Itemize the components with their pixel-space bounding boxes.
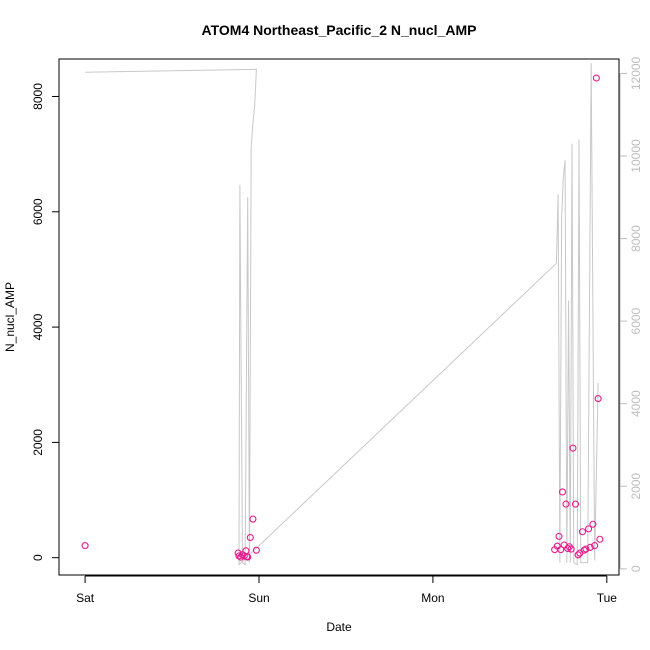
data-point-14 (555, 532, 563, 540)
series-line (85, 63, 599, 566)
data-point-24 (574, 551, 582, 559)
y-right-tick-label-6: 12000 (629, 56, 643, 90)
data-point-9 (246, 533, 254, 542)
y-left-tick-label-2: 4000 (31, 313, 45, 340)
data-point-19 (564, 544, 572, 553)
y-right-tick-label-3: 6000 (629, 307, 643, 334)
x-tick-label-0: Sat (76, 591, 95, 605)
data-point-15 (557, 546, 565, 554)
y-axis-label: N_nucl_AMP (3, 282, 17, 352)
y-right-tick-label-5: 10000 (629, 139, 643, 173)
data-point-16 (558, 488, 567, 496)
y-right-tick-label-0: 0 (629, 565, 643, 572)
data-point-35 (596, 535, 604, 543)
data-point-10 (249, 515, 257, 523)
data-point-30 (586, 543, 594, 551)
y-left-tick-label-3: 6000 (31, 198, 45, 225)
data-point-29 (585, 525, 593, 533)
data-point-32 (591, 542, 599, 550)
data-point-21 (567, 545, 575, 553)
x-axis-label: Date (326, 620, 352, 634)
data-point-33 (592, 74, 600, 82)
y-left-tick-label-4: 8000 (31, 83, 45, 110)
y-left-tick-label-1: 2000 (31, 429, 45, 456)
data-point-0 (81, 542, 89, 550)
data-point-11 (252, 546, 260, 554)
data-points (81, 74, 604, 561)
x-tick-label-2: Mon (421, 591, 444, 605)
x-tick-label-1: Sun (248, 591, 269, 605)
data-point-8 (244, 553, 252, 561)
data-point-27 (580, 546, 588, 554)
plot-frame (58, 58, 620, 576)
data-point-23 (571, 500, 580, 508)
chart-title: ATOM4 Northeast_Pacific_2 N_nucl_AMP (202, 22, 477, 38)
data-point-22 (569, 444, 577, 452)
data-point-28 (582, 545, 590, 553)
data-point-34 (594, 395, 602, 403)
data-point-26 (578, 528, 587, 536)
y-axis-right: 0 2000 4000 6000 8000 10000 12000 (619, 56, 643, 572)
data-point-31 (589, 520, 597, 528)
x-axis: Sat Sun Mon Tue (76, 575, 618, 605)
data-point-2 (235, 552, 243, 560)
data-point-18 (562, 500, 570, 508)
y-right-tick-label-2: 4000 (629, 390, 643, 417)
y-right-tick-label-1: 2000 (629, 473, 643, 500)
y-axis-left: 0 2000 4000 6000 8000 (31, 83, 60, 561)
y-right-tick-label-4: 8000 (629, 225, 643, 252)
x-tick-label-3: Tue (597, 591, 618, 605)
line-series (85, 63, 599, 566)
y-left-tick-label-0: 0 (31, 554, 45, 561)
